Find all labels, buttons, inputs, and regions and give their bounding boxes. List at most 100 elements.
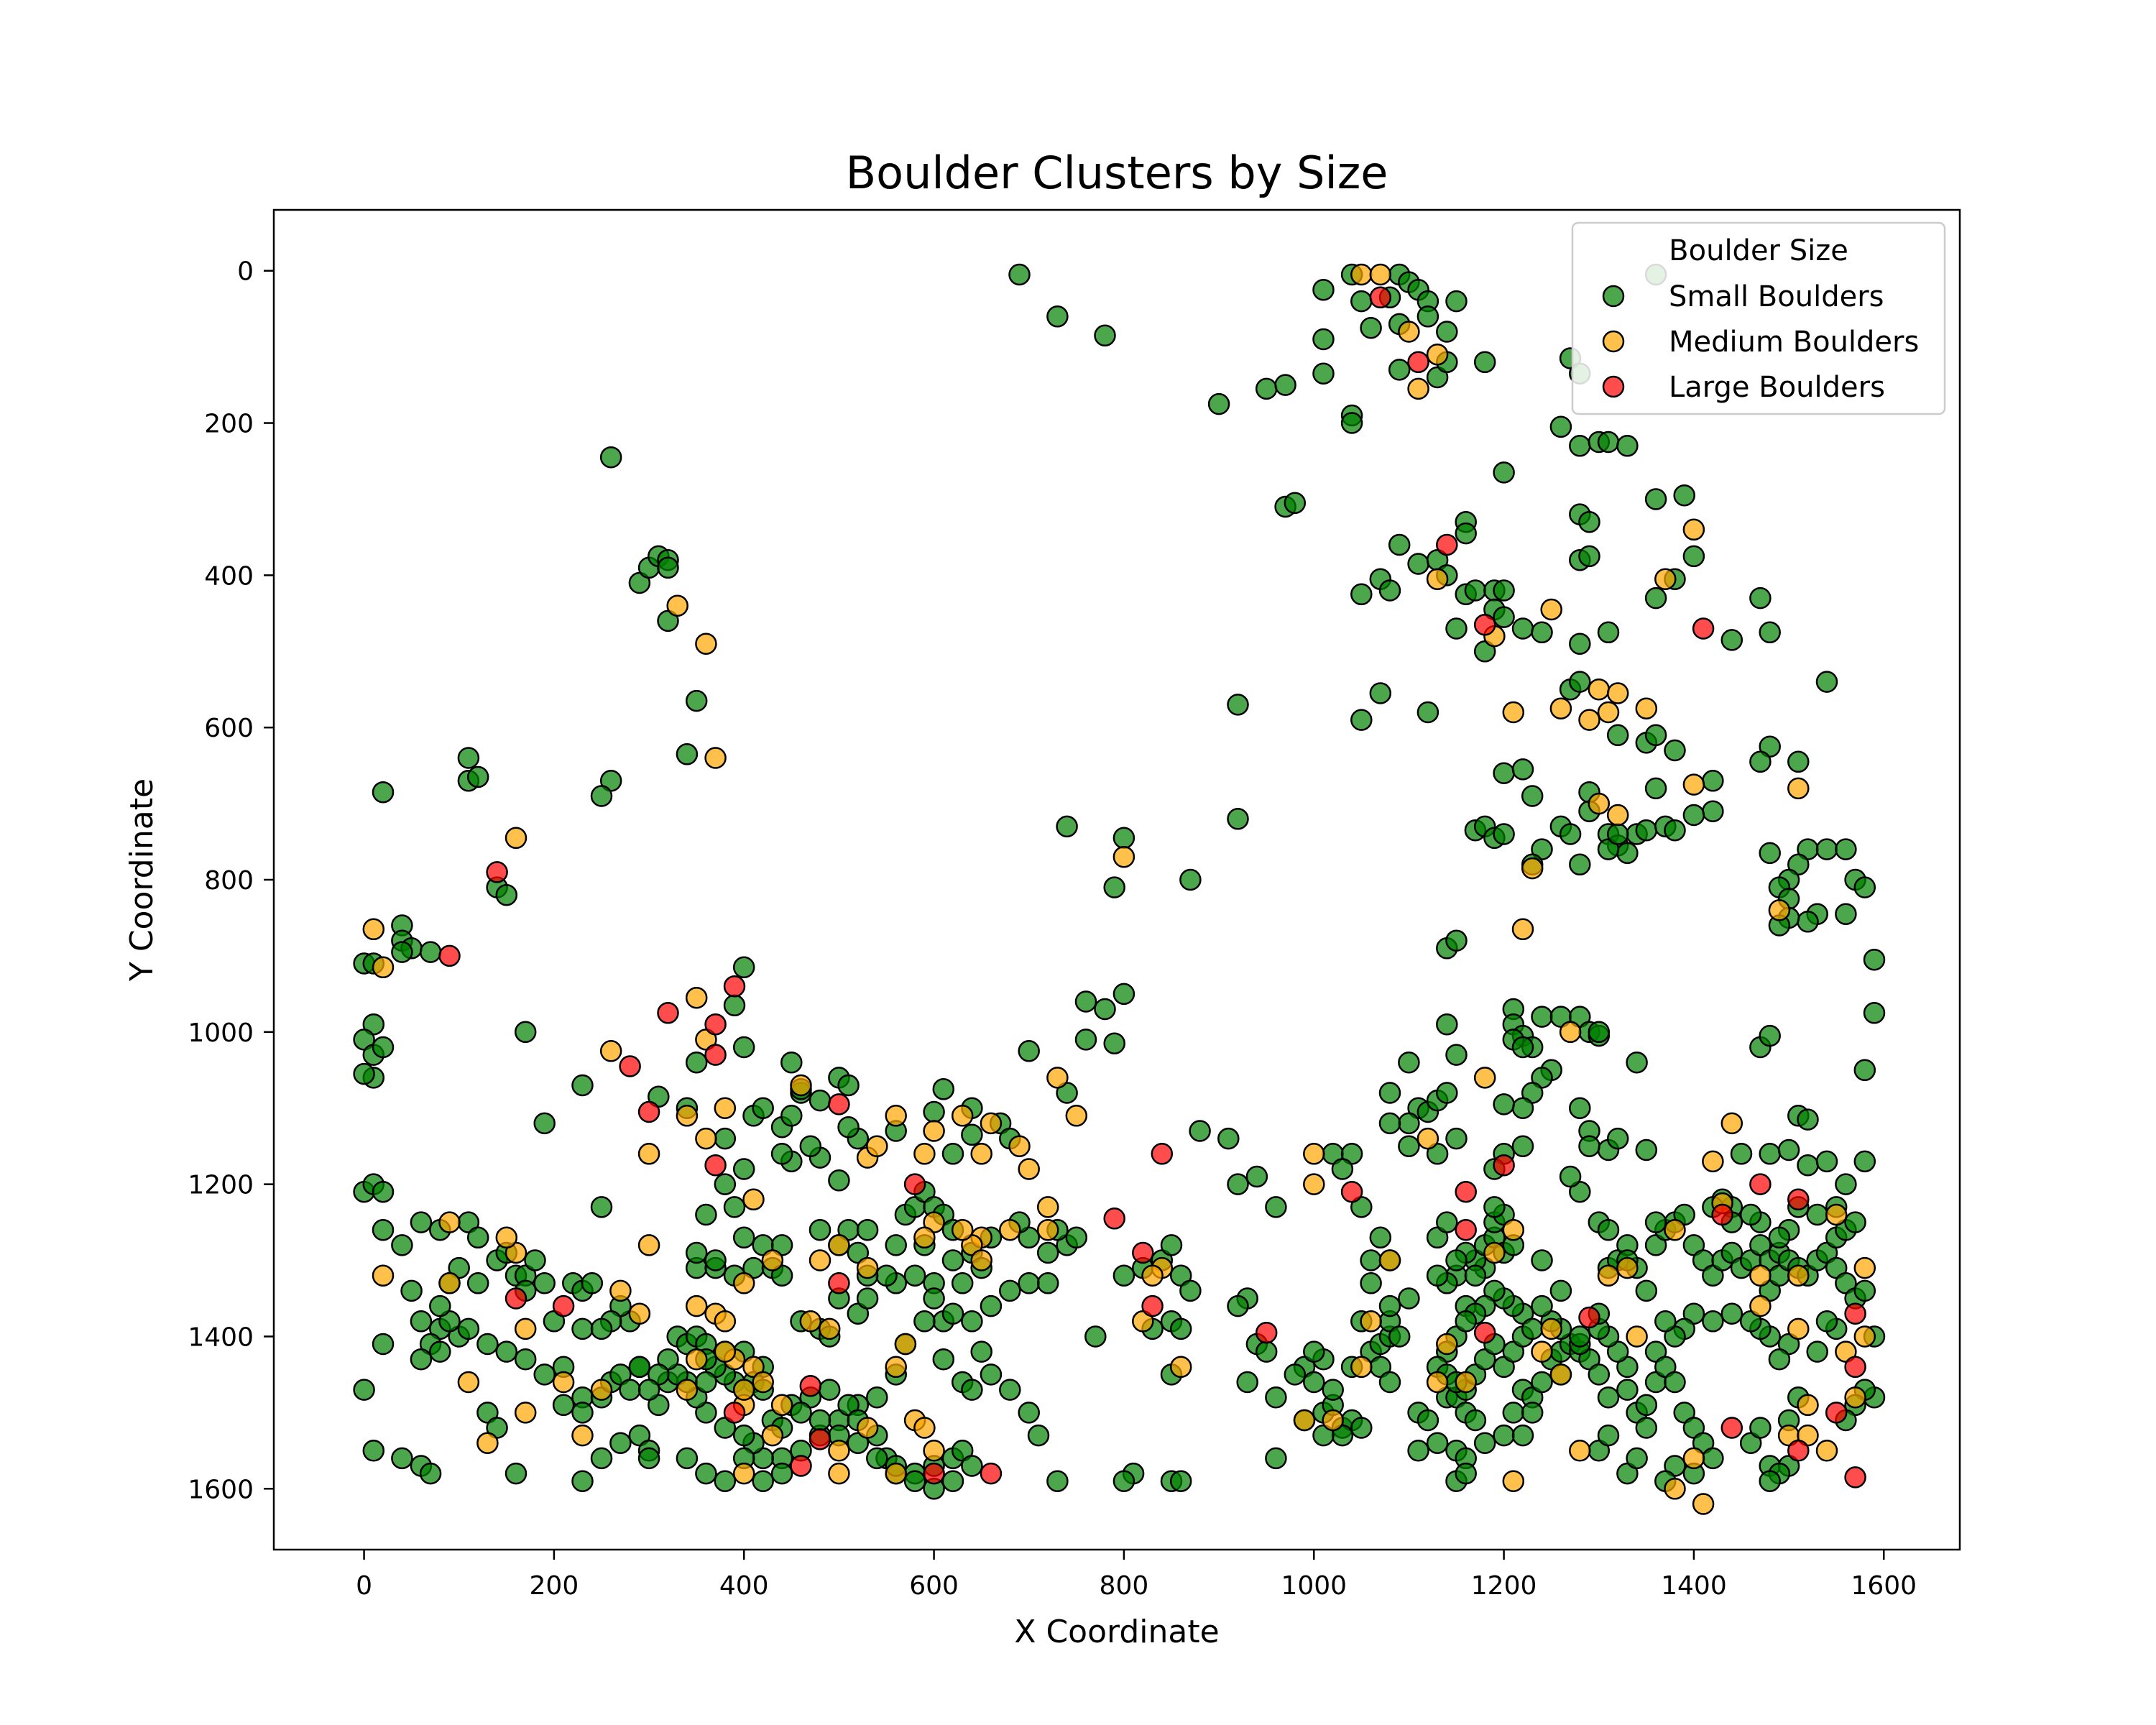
data-point	[1644, 777, 1667, 800]
data-point	[514, 1348, 537, 1371]
data-point	[1749, 1417, 1772, 1439]
data-point	[1531, 1371, 1553, 1394]
data-point	[704, 747, 727, 769]
data-point	[533, 1112, 556, 1135]
data-point	[1426, 568, 1449, 590]
data-point	[391, 1447, 413, 1470]
data-point	[903, 1264, 926, 1287]
data-point	[1378, 579, 1401, 602]
data-point	[637, 1234, 660, 1256]
data-point	[1493, 461, 1515, 484]
data-point	[1436, 1211, 1458, 1233]
y-tick-label: 1200	[188, 1171, 254, 1200]
data-point	[1179, 1279, 1202, 1302]
data-point	[1549, 697, 1572, 719]
x-tick-label: 1400	[1661, 1571, 1727, 1601]
data-point	[1445, 929, 1468, 952]
data-point	[856, 1287, 879, 1310]
data-point	[476, 1333, 499, 1356]
data-point	[1569, 1097, 1591, 1119]
data-point	[913, 1310, 936, 1333]
data-point	[495, 883, 518, 906]
x-tick-label: 1000	[1281, 1571, 1347, 1601]
data-point	[1369, 1226, 1392, 1249]
data-point	[1141, 1264, 1164, 1287]
data-point	[1664, 1478, 1686, 1500]
data-point	[808, 1218, 831, 1241]
x-axis-ticks: 0 200 400 600 800 1000 1200 1400 1600	[356, 1550, 1917, 1601]
data-point	[1682, 1447, 1705, 1470]
data-point	[1863, 948, 1886, 971]
data-point	[676, 1105, 699, 1127]
data-point	[780, 1105, 803, 1127]
data-point	[466, 765, 489, 788]
data-point	[1340, 1180, 1363, 1203]
data-point	[685, 1348, 708, 1371]
data-point	[1626, 1325, 1648, 1348]
data-point	[1853, 1256, 1876, 1279]
data-point	[1436, 1013, 1458, 1036]
data-point	[1664, 1218, 1686, 1241]
data-point	[1502, 1470, 1525, 1492]
data-point	[391, 941, 413, 963]
data-point	[609, 1432, 632, 1454]
data-point	[1844, 1386, 1866, 1409]
data-point	[714, 1470, 737, 1492]
data-point	[1169, 1317, 1192, 1340]
data-point	[1094, 998, 1116, 1021]
data-point	[495, 1226, 518, 1249]
data-point	[1531, 1340, 1553, 1363]
data-point	[1455, 1310, 1477, 1333]
data-point	[1018, 1402, 1040, 1424]
data-point	[951, 1105, 974, 1127]
data-point	[1606, 804, 1629, 827]
data-point	[1549, 1279, 1572, 1302]
data-point	[1350, 263, 1373, 286]
data-point	[1227, 694, 1249, 716]
data-point	[505, 1462, 528, 1485]
data-point	[571, 1470, 594, 1492]
data-point	[1322, 1379, 1344, 1401]
data-point	[732, 956, 755, 979]
data-point	[571, 1074, 594, 1097]
data-point	[1702, 1310, 1724, 1333]
series-2	[362, 263, 1876, 1515]
data-point	[1245, 1165, 1268, 1188]
data-point	[1360, 1272, 1382, 1294]
data-point	[1835, 1173, 1857, 1195]
data-point	[1426, 1432, 1449, 1454]
data-point	[1682, 545, 1705, 568]
data-point	[1493, 1154, 1515, 1177]
data-point	[1008, 263, 1031, 286]
data-point	[828, 1440, 850, 1462]
data-point	[571, 1424, 594, 1447]
data-point	[1369, 286, 1392, 309]
data-point	[1473, 351, 1496, 374]
data-point	[438, 1211, 461, 1233]
data-point	[1588, 678, 1611, 701]
data-point	[1236, 1371, 1258, 1394]
data-point	[1350, 290, 1373, 313]
data-point	[1739, 1203, 1762, 1226]
x-tick-label: 600	[909, 1571, 959, 1601]
data-point	[1036, 1241, 1059, 1264]
data-point	[599, 1040, 622, 1062]
data-point	[1350, 1356, 1373, 1379]
data-point	[732, 1226, 755, 1249]
data-point	[941, 1249, 964, 1271]
data-point	[1682, 804, 1705, 827]
y-tick-label: 1600	[188, 1475, 254, 1504]
data-point	[1853, 1150, 1876, 1173]
data-point	[1169, 1356, 1192, 1379]
data-point	[1787, 1188, 1810, 1211]
data-point	[1588, 1021, 1611, 1044]
data-point	[808, 1428, 831, 1450]
data-point	[1303, 1143, 1325, 1165]
data-point	[1074, 990, 1097, 1013]
data-point	[770, 1143, 793, 1165]
data-point	[1436, 1082, 1458, 1104]
data-point	[1531, 1249, 1553, 1271]
data-point	[590, 785, 613, 807]
data-point	[628, 1356, 651, 1379]
data-point	[637, 1100, 660, 1123]
